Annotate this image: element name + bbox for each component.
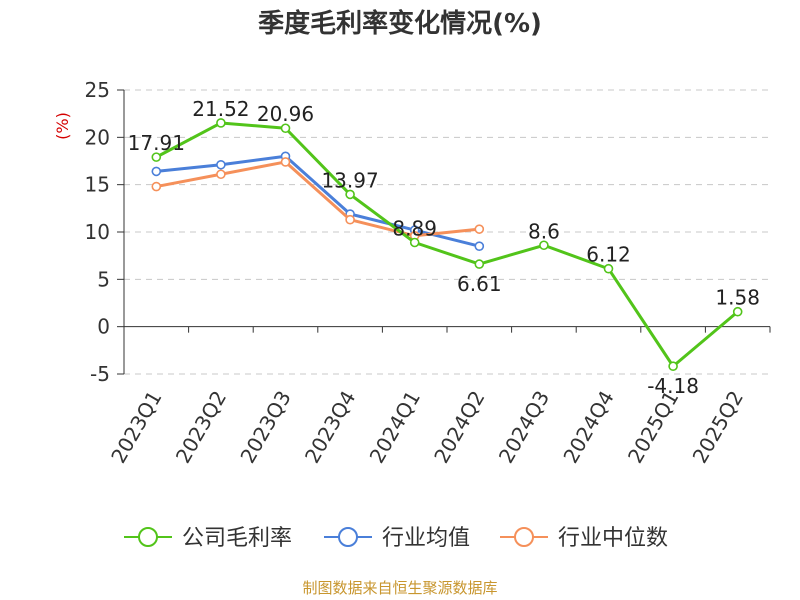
data-label: 1.58	[715, 286, 760, 310]
x-tick-label: 2025Q2	[688, 387, 748, 468]
y-tick-label: 25	[85, 78, 110, 102]
data-point	[668, 361, 678, 372]
y-tick-label: 10	[85, 220, 110, 244]
legend-marker	[338, 527, 358, 547]
data-point	[732, 306, 743, 317]
data-point	[280, 157, 291, 167]
data-label: 6.12	[586, 243, 631, 267]
y-axis-label: (%)	[53, 112, 72, 140]
x-tick-label: 2023Q2	[171, 387, 231, 468]
chart-title: 季度毛利率变化情况(%)	[258, 8, 542, 39]
series	[151, 118, 743, 372]
x-tick-label: 2024Q2	[429, 387, 489, 468]
x-tick-label: 2023Q1	[106, 387, 166, 468]
data-point	[216, 169, 226, 180]
data-point	[409, 237, 420, 248]
y-tick-label: -5	[90, 362, 110, 386]
data-label: 17.91	[128, 131, 185, 155]
x-tick-label: 2023Q4	[300, 387, 360, 468]
legend-label: 行业中位数	[558, 526, 668, 551]
x-tick-label: 2024Q3	[494, 387, 554, 468]
series-line	[155, 121, 739, 368]
series-line	[156, 154, 480, 248]
legend-item[interactable]: 公司毛利率	[124, 526, 292, 551]
data-point	[151, 181, 162, 192]
data-label: 21.52	[192, 97, 249, 121]
series-line	[156, 160, 480, 238]
source-note: 制图数据来自恒生聚源数据库	[302, 579, 497, 597]
data-label: 13.97	[321, 168, 378, 192]
data-point	[345, 189, 355, 200]
legend-label: 行业均值	[382, 526, 470, 551]
data-label: 8.89	[392, 217, 437, 241]
x-tick-label: 2025Q1	[623, 387, 683, 468]
legend-marker	[514, 527, 534, 547]
data-point	[345, 214, 355, 225]
data-point	[280, 123, 291, 134]
legend-marker	[138, 527, 158, 547]
legend-item[interactable]: 行业均值	[324, 526, 470, 551]
data-point	[474, 259, 485, 269]
y-tick-label: 5	[97, 267, 110, 291]
data-point	[216, 159, 226, 170]
legend-item[interactable]: 行业中位数	[500, 526, 668, 551]
data-point	[216, 118, 226, 128]
data-label: 20.96	[257, 102, 314, 126]
data-point	[151, 152, 162, 162]
legend[interactable]: 公司毛利率 行业均值 行业中位数	[124, 526, 668, 551]
y-tick-label: 20	[85, 125, 110, 149]
data-label: -4.18	[647, 374, 699, 398]
data-point	[474, 224, 485, 234]
x-tick-label: 2024Q4	[558, 387, 618, 468]
data-point	[474, 241, 485, 251]
data-point	[151, 166, 162, 177]
data-point	[603, 263, 614, 274]
data-label: 6.61	[457, 272, 502, 296]
data-point	[539, 240, 549, 251]
legend-label: 公司毛利率	[182, 526, 292, 551]
data-label: 8.6	[528, 219, 560, 243]
y-tick-label: 15	[85, 173, 110, 197]
y-tick-label: 0	[97, 315, 110, 339]
x-tick-label: 2023Q3	[235, 387, 295, 468]
x-tick-label: 2024Q1	[365, 387, 425, 468]
data-labels: 17.91 21.52 20.96 13.97 8.89 6.61 8.6 6.12 -4.18…	[128, 97, 760, 398]
